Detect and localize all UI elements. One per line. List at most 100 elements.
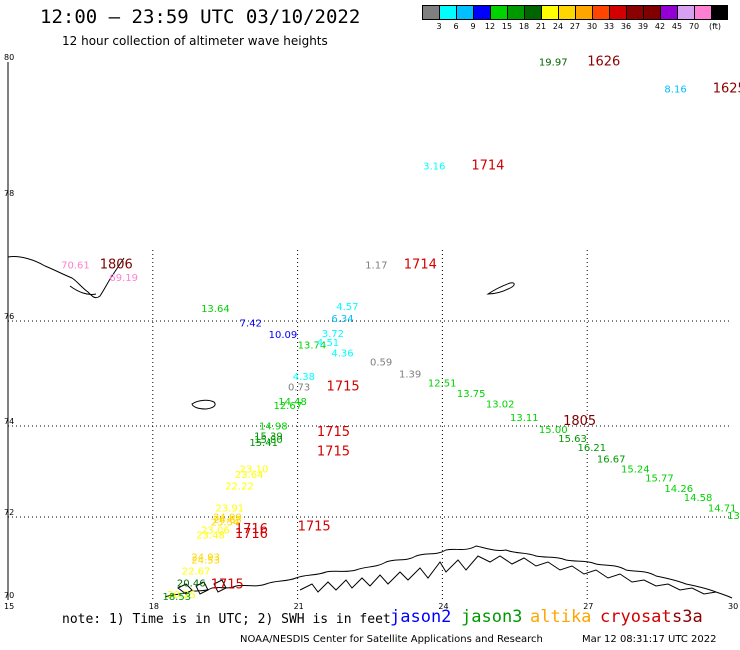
pass-time-label: 1715 (317, 445, 350, 460)
swh-value-label: 6.34 (331, 314, 353, 325)
scale-swatch (558, 5, 575, 20)
pass-time-label: 1715 (298, 519, 331, 534)
pass-time-label: 1716 (235, 527, 268, 542)
scale-swatch (524, 5, 541, 20)
scale-swatch (541, 5, 558, 20)
longitude-labels: 15 18 21 24 27 30 (4, 602, 738, 611)
scale-label: 12 (484, 22, 496, 31)
norway-coast (164, 545, 733, 599)
scale-label: 42 (654, 22, 666, 31)
norway-fjords (299, 555, 717, 595)
swh-value-label: 23.91 (216, 504, 245, 515)
swh-value-label: 69.19 (109, 273, 138, 284)
scale-swatch (694, 5, 711, 20)
swh-value-label: 14.71 (708, 504, 737, 515)
swh-value-label: 24.99 (213, 512, 242, 523)
swh-value-label: 15.63 (558, 434, 587, 445)
longitude-label: 15 (4, 602, 14, 611)
latitude-labels: 80 78 76 74 72 70 (4, 53, 14, 600)
swh-value-label: 22.67 (182, 566, 211, 577)
satellite-legend-item: altika (530, 607, 592, 627)
swh-value-label: 13.64 (201, 304, 230, 315)
pass-time-label: 1625 (713, 82, 740, 97)
swh-value-label: 15.24 (621, 464, 650, 475)
scale-swatch (643, 5, 660, 20)
landmasses (7, 256, 733, 599)
pass-time-label: 1806 (100, 258, 133, 273)
scale-swatch (660, 5, 677, 20)
footer-note: note: 1) Time is in UTC; 2) SWH is in fe… (62, 612, 391, 627)
swh-value-label: 24.63 (213, 515, 242, 526)
swh-value-label: 23.54 (211, 517, 240, 528)
swh-value-label: 13.11 (510, 413, 539, 424)
swh-value-label: 4.38 (293, 372, 315, 383)
scale-label: (ft) (708, 22, 722, 31)
pass-time-label: 1805 (563, 414, 596, 429)
latitude-label: 76 (4, 312, 14, 321)
kong-karls-land (486, 282, 515, 295)
swh-value-label: 0.59 (370, 358, 392, 369)
swh-value-label: 24.93 (191, 553, 220, 564)
scale-label: 6 (453, 22, 459, 31)
swh-value-label: 10.09 (269, 330, 298, 341)
swh-value-label: 4.36 (331, 349, 353, 360)
credit: NOAA/NESDIS Center for Satellite Applica… (240, 634, 543, 645)
scale-label: 24 (552, 22, 564, 31)
latitude-label: 70 (4, 591, 14, 600)
pass-time-label: 1715 (327, 379, 360, 394)
scale-label: 3 (436, 22, 442, 31)
swh-value-label: 23.48 (196, 531, 225, 542)
scale-label: 39 (637, 22, 649, 31)
satellite-legend-item: jason3 (461, 607, 523, 627)
page-title: 12:00 — 23:59 UTC 03/10/2022 (40, 6, 361, 28)
pass-time-label: 1714 (471, 158, 504, 173)
swh-value-label: 12.51 (428, 379, 457, 390)
longitude-label: 21 (294, 602, 304, 611)
scale-swatch (456, 5, 473, 20)
scale-label: 70 (688, 22, 700, 31)
swh-value-label: 4.51 (317, 338, 339, 349)
scale-label: 18 (518, 22, 530, 31)
swh-value-label: 1.17 (365, 261, 387, 272)
swh-value-label: 14.58 (684, 493, 713, 504)
swh-value-label: 70.61 (61, 261, 90, 272)
latitude-label: 80 (4, 53, 14, 62)
swh-value-label: 24.53 (191, 555, 220, 566)
scale-label: 33 (603, 22, 615, 31)
pass-time-label: 1714 (404, 258, 437, 273)
generated-timestamp: Mar 12 08:31:17 UTC 2022 (582, 634, 717, 645)
scale-swatch (592, 5, 609, 20)
swh-value-label: 3.72 (322, 329, 344, 340)
scale-label: 30 (586, 22, 598, 31)
page-subtitle: 12 hour collection of altimeter wave hei… (62, 34, 328, 48)
scale-swatch (711, 5, 728, 20)
swh-value-label: 13.75 (457, 389, 486, 400)
scale-swatch (609, 5, 626, 20)
scale-label: 9 (470, 22, 476, 31)
pass-time-label: 1715 (211, 577, 244, 592)
swh-value-label: 16.21 (578, 443, 607, 454)
swh-value-label: 15.80 (254, 435, 283, 446)
bear-island (191, 399, 216, 410)
wave-height-scale-labels: 3 6 9 12 15 18 21 24 27 30 33 36 39 42 45 70 (ft) (422, 22, 740, 34)
swh-value-label: 14.26 (664, 484, 693, 495)
swh-value-label: 15.39 (254, 432, 283, 443)
scale-label: 36 (620, 22, 632, 31)
swh-value-label: 15.41 (249, 438, 278, 449)
swh-value-label: 16.67 (597, 454, 626, 465)
swh-value-label: 13 (727, 511, 740, 522)
swh-value-label: 4.57 (336, 302, 358, 313)
latitude-label: 74 (4, 417, 14, 426)
latitude-label: 78 (4, 189, 14, 198)
swh-value-label: 14.48 (278, 397, 307, 408)
swh-value-label: 23.64 (235, 470, 264, 481)
scale-swatch (439, 5, 456, 20)
swh-value-label: 13.02 (486, 400, 515, 411)
wave-height-color-scale (422, 5, 728, 20)
satellite-legend-item: s3a (672, 607, 703, 627)
swh-value-label: 23.06 (201, 526, 230, 537)
svalbard-coast (7, 256, 125, 299)
graticule (8, 250, 732, 600)
scale-swatch (575, 5, 592, 20)
